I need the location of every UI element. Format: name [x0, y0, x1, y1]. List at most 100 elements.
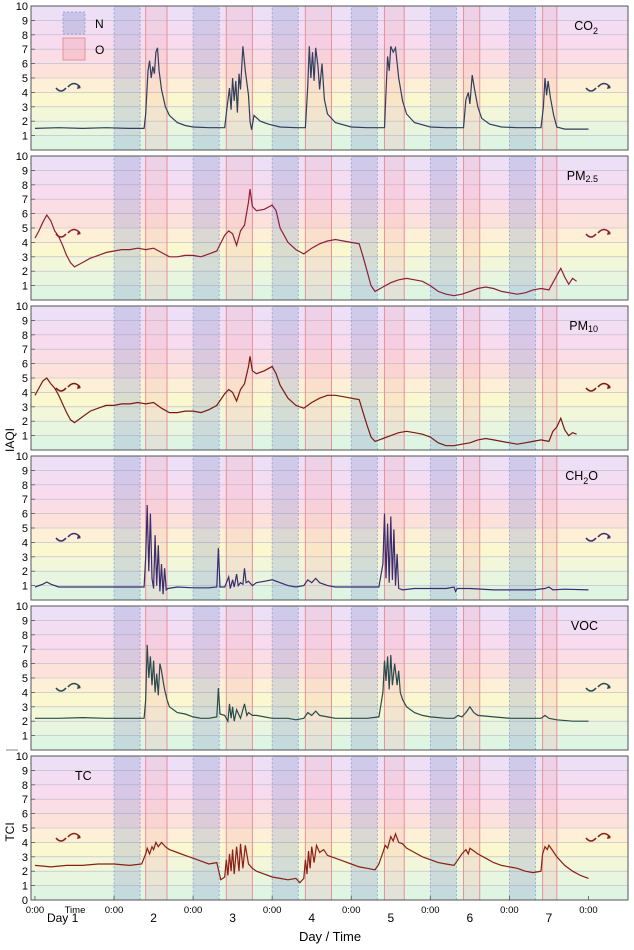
flow-arc-lower — [585, 537, 597, 542]
band-1 — [31, 285, 628, 300]
band-6 — [31, 813, 628, 828]
occupied-period — [304, 155, 332, 301]
band-4 — [31, 92, 628, 107]
flow-arc-lower — [55, 837, 67, 842]
y-tick-label: 4 — [22, 237, 28, 249]
flow-arrow-head — [77, 385, 81, 389]
x-tick-label: 0:00 — [184, 905, 203, 916]
occupied-period — [542, 605, 558, 751]
night-period — [350, 605, 378, 751]
band-1 — [31, 135, 628, 150]
flow-icon-left — [55, 382, 81, 392]
x-tick-label: 0:00 — [263, 905, 282, 916]
panel-6: 1 2 3 4 5 6 7 8 9 10 0 TC — [16, 751, 629, 907]
band-9 — [31, 620, 628, 635]
occupied-period — [383, 755, 405, 901]
night-period — [192, 155, 220, 301]
y-tick-label: 9 — [22, 315, 28, 327]
panel-name: PM10 — [569, 319, 598, 334]
y-tick-label: 4 — [22, 387, 28, 399]
band-8 — [31, 784, 628, 800]
band-7 — [31, 799, 628, 814]
y-tick-label: 1 — [22, 881, 28, 893]
y-tick-label: 2 — [22, 716, 28, 728]
y-tick-label: 1 — [22, 581, 28, 593]
flow-arrow-head — [607, 685, 611, 689]
legend-swatch-n — [62, 11, 86, 35]
flow-arc-upper — [67, 82, 81, 88]
y-axis-title-iaqi: IAQI — [3, 428, 17, 452]
band-3 — [31, 706, 628, 722]
night-period — [508, 305, 536, 451]
band-5 — [31, 828, 628, 843]
y-tick-label: 6 — [22, 659, 28, 671]
occupied-period — [145, 155, 168, 301]
flow-icon-right — [585, 832, 611, 842]
night-period — [192, 455, 220, 601]
flow-icon-left — [55, 682, 81, 692]
band-10 — [31, 756, 628, 771]
night-period — [350, 305, 378, 451]
x-tick-label: 0:00 — [105, 905, 124, 916]
y-tick-label: 4 — [22, 87, 28, 99]
night-period — [113, 305, 141, 451]
night-period — [271, 305, 299, 451]
night-period — [192, 755, 220, 901]
panel-name-sub: 2.5 — [585, 174, 598, 184]
band-8 — [31, 184, 628, 200]
band-7 — [31, 49, 628, 64]
flow-arc-upper — [597, 228, 611, 234]
y-tick-label: 7 — [22, 344, 28, 356]
occupied-period — [145, 5, 168, 151]
night-period — [429, 155, 457, 301]
panel-name: VOC — [571, 619, 598, 633]
band-1 — [31, 735, 628, 750]
band-6 — [31, 363, 628, 378]
y-tick-label: 7 — [22, 794, 28, 806]
night-period — [508, 605, 536, 751]
occupied-period — [304, 305, 332, 451]
flow-icon-left — [55, 832, 81, 842]
occupied-period — [304, 455, 332, 601]
flow-arc-lower — [55, 387, 67, 392]
y-tick-label: 10 — [16, 601, 28, 613]
panel-name: TC — [75, 769, 92, 783]
night-period — [113, 755, 141, 901]
y-tick-label: 6 — [22, 509, 28, 521]
night-period — [271, 455, 299, 601]
panel-name-sub: 10 — [588, 324, 598, 334]
y-tick-label: 9 — [22, 165, 28, 177]
band-8 — [31, 34, 628, 50]
y-tick-label: 1 — [22, 731, 28, 743]
flow-arc-upper — [67, 228, 81, 234]
panel-name-sub: 2 — [593, 26, 598, 36]
x-tick-label: 0:00 — [579, 905, 598, 916]
occupied-period — [225, 605, 253, 751]
legend-label-o: O — [95, 43, 104, 57]
day-label: 2 — [150, 911, 157, 925]
band-3 — [31, 256, 628, 272]
flow-icon-left — [55, 82, 81, 92]
occupied-period — [542, 455, 558, 601]
occupied-period — [383, 5, 405, 151]
occupied-period — [463, 605, 481, 751]
y-tick-label: 6 — [22, 59, 28, 71]
band-5 — [31, 228, 628, 243]
y-tick-label: 5 — [22, 223, 28, 235]
night-period — [113, 155, 141, 301]
y-tick-label: 2 — [22, 116, 28, 128]
band-4 — [31, 542, 628, 557]
x-tick-label: 0:00 — [342, 905, 361, 916]
x-axis-title: Day / Time — [299, 929, 361, 944]
panel-5: 1 2 3 4 5 6 7 8 9 10 VOC — [16, 601, 629, 751]
flow-arc-lower — [55, 687, 67, 692]
y-tick-label: 9 — [22, 615, 28, 627]
band-2 — [31, 871, 628, 886]
flow-arc-lower — [585, 837, 597, 842]
y-tick-label: 3 — [22, 102, 28, 114]
occupied-period — [225, 5, 253, 151]
